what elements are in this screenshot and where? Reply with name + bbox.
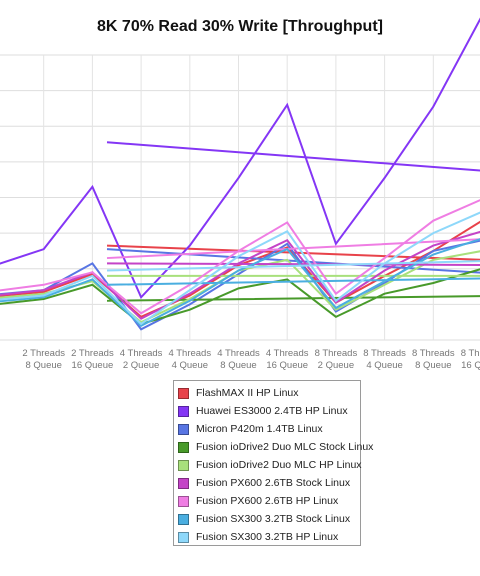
x-tick-label: 16 Queue <box>461 360 480 371</box>
legend-swatch <box>178 441 189 453</box>
series-line <box>0 239 480 331</box>
legend-label: Micron P420m 1.4TB Linux <box>196 423 323 435</box>
legend-swatch <box>178 423 189 435</box>
series-line <box>0 220 480 319</box>
series-line <box>0 238 480 327</box>
legend-label: Fusion SX300 3.2TB Stock Linux <box>196 513 351 525</box>
x-tick-label: 8 Queue <box>220 360 256 371</box>
legend-label: Huawei ES3000 2.4TB HP Linux <box>196 405 348 417</box>
legend-swatch <box>178 477 189 489</box>
legend-item: Micron P420m 1.4TB Linux <box>178 420 360 438</box>
x-tick-label: 4 Queue <box>172 360 208 371</box>
legend-item: Huawei ES3000 2.4TB HP Linux <box>178 402 360 420</box>
legend-item: Fusion SX300 3.2TB Stock Linux <box>178 510 360 528</box>
x-tick-label: 4 Threads <box>168 348 211 359</box>
x-tick-label: 16 Queue <box>72 360 114 371</box>
legend-item: Fusion SX300 3.2TB HP Linux <box>178 528 360 546</box>
legend-swatch <box>178 495 189 507</box>
legend-swatch <box>178 531 189 543</box>
x-tick-label: 2 Threads <box>71 348 114 359</box>
legend-item: Fusion ioDrive2 Duo MLC HP Linux <box>178 456 362 474</box>
series-line <box>0 199 480 315</box>
x-tick-label: 16 Queue <box>266 360 308 371</box>
legend-swatch <box>178 387 189 399</box>
legend-label: Fusion SX300 3.2TB HP Linux <box>196 531 339 543</box>
legend-swatch <box>178 405 189 417</box>
legend-item: Fusion ioDrive2 Duo MLC Stock Linux <box>178 438 373 456</box>
legend-label: Fusion PX600 2.6TB HP Linux <box>196 495 339 507</box>
x-tick-label: 2 Queue <box>123 360 159 371</box>
x-tick-label: 8 Threads <box>461 348 480 359</box>
x-tick-label: 4 Threads <box>266 348 309 359</box>
legend-label: Fusion ioDrive2 Duo MLC HP Linux <box>196 459 362 471</box>
series-line <box>0 211 480 326</box>
series-line <box>0 250 480 324</box>
legend-swatch <box>178 513 189 525</box>
series-line <box>0 268 480 326</box>
x-tick-label: 2 Threads <box>22 348 65 359</box>
x-tick-label: 4 Queue <box>366 360 402 371</box>
legend-swatch <box>178 459 189 471</box>
x-tick-label: 2 Queue <box>318 360 354 371</box>
x-tick-label: 8 Threads <box>412 348 455 359</box>
legend: FlashMAX II HP Linux Huawei ES3000 2.4TB … <box>173 380 373 546</box>
legend-label: FlashMAX II HP Linux <box>196 387 299 399</box>
x-tick-label: 8 Threads <box>315 348 358 359</box>
x-tick-label: 8 Queue <box>25 360 61 371</box>
x-tick-label: 4 Threads <box>120 348 163 359</box>
series-lines <box>0 17 480 331</box>
legend-item: Fusion PX600 2.6TB Stock Linux <box>178 474 360 492</box>
chart-title: 8K 70% Read 30% Write [Throughput] <box>97 18 383 35</box>
x-tick-label: 4 Threads <box>217 348 260 359</box>
legend-item: Fusion PX600 2.6TB HP Linux <box>178 492 360 510</box>
legend-item: FlashMAX II HP Linux <box>178 384 360 402</box>
series-line <box>0 17 480 300</box>
legend-label: Fusion ioDrive2 Duo MLC Stock Linux <box>196 441 374 453</box>
legend-label: Fusion PX600 2.6TB Stock Linux <box>196 477 351 489</box>
x-tick-label: 8 Queue <box>415 360 451 371</box>
x-tick-label: 8 Threads <box>363 348 406 359</box>
